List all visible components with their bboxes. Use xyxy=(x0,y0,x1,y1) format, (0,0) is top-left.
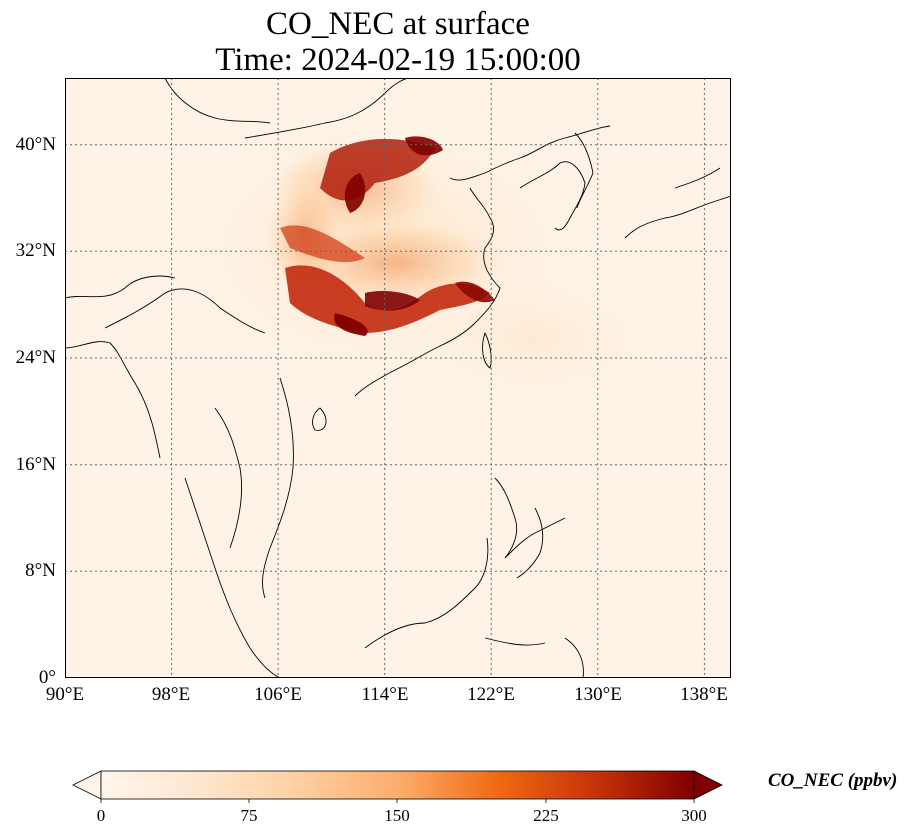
colorbar-min-extend xyxy=(72,770,102,800)
colorbar-max-extend xyxy=(693,770,723,800)
lat-tick-label: 16°N xyxy=(15,454,56,475)
lat-tick-label: 24°N xyxy=(15,347,56,368)
lon-tick-label: 114°E xyxy=(361,684,409,705)
lat-tick-label: 40°N xyxy=(15,134,56,155)
lat-tick-label: 0° xyxy=(38,667,56,688)
map-border xyxy=(65,78,731,678)
graticule xyxy=(65,78,731,678)
colorbar-tick-label: 0 xyxy=(96,806,106,825)
lon-tick-label: 122°E xyxy=(467,684,515,705)
colorbar-tick-label: 150 xyxy=(384,806,410,825)
map-title-line2: Time: 2024-02-19 15:00:00 xyxy=(215,42,581,78)
colorbar xyxy=(72,770,723,803)
lat-tick-label: 8°N xyxy=(25,560,56,581)
lon-tick-label: 130°E xyxy=(574,684,622,705)
colorbar-tick-label: 225 xyxy=(533,806,559,825)
lon-tick-label: 138°E xyxy=(680,684,728,705)
colorbar-gradient xyxy=(100,770,695,800)
map-plot-area xyxy=(65,78,731,678)
colorbar-label: CO_NEC (ppbv) xyxy=(768,770,898,791)
lon-tick-label: 106°E xyxy=(254,684,302,705)
lon-tick-label: 90°E xyxy=(45,684,85,705)
lat-tick-label: 32°N xyxy=(15,240,56,261)
colorbar-tick-label: 75 xyxy=(240,806,258,825)
lon-tick-label: 98°E xyxy=(151,684,191,705)
map-title-line1: CO_NEC at surface xyxy=(266,6,530,42)
coastlines-and-borders xyxy=(65,78,731,678)
colorbar-tick-label: 300 xyxy=(681,806,707,825)
